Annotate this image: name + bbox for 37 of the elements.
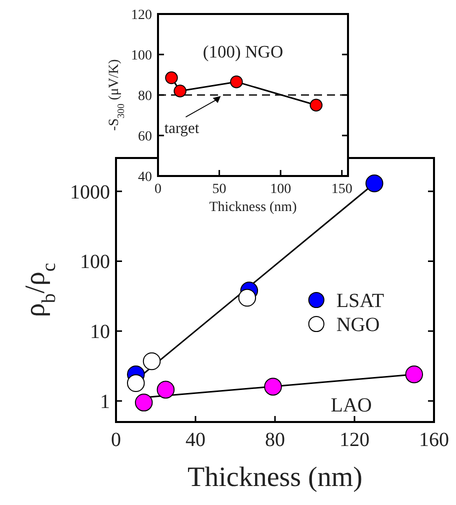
x-tick-label: 40	[186, 429, 206, 451]
x-axis-title: Thickness (nm)	[209, 200, 298, 215]
x-tick-label: 120	[340, 429, 370, 451]
annotation: target	[164, 120, 200, 137]
point	[310, 98, 323, 112]
x-tick-label: 50	[212, 182, 226, 197]
x-tick-label: 160	[419, 429, 449, 451]
point	[165, 71, 178, 84]
y-tick-label: 100	[80, 251, 110, 274]
legend-label: LSAT	[336, 290, 384, 312]
x-tick-label: 80	[265, 429, 285, 451]
y-tick-label: 80	[138, 88, 152, 104]
y-tick-label: 120	[131, 8, 152, 23]
x-tick-label: 0	[111, 429, 121, 451]
point	[405, 366, 424, 384]
x-tick-label: 100	[270, 182, 292, 197]
y-tick-label: 100	[131, 48, 152, 64]
point	[365, 174, 384, 192]
x-tick-label: 0	[154, 182, 162, 197]
legend-label: NGO	[336, 314, 380, 336]
point	[126, 374, 145, 392]
annotation: (100) NGO	[202, 42, 284, 62]
x-tick-label: 150	[331, 182, 352, 197]
y-tick-label: 40	[138, 170, 152, 185]
y-tick-label: 1	[100, 390, 110, 413]
y-tick-label: 60	[138, 129, 152, 144]
y-tick-label: 1000	[70, 181, 110, 204]
point	[156, 380, 175, 399]
point	[134, 394, 153, 412]
point	[264, 378, 282, 396]
point	[230, 75, 243, 88]
y-tick-label: 10	[90, 321, 110, 344]
x-axis-title: Thickness (nm)	[188, 462, 362, 493]
point	[238, 288, 256, 307]
annotation: LAO	[330, 394, 372, 416]
point	[174, 84, 186, 98]
point	[142, 352, 161, 370]
